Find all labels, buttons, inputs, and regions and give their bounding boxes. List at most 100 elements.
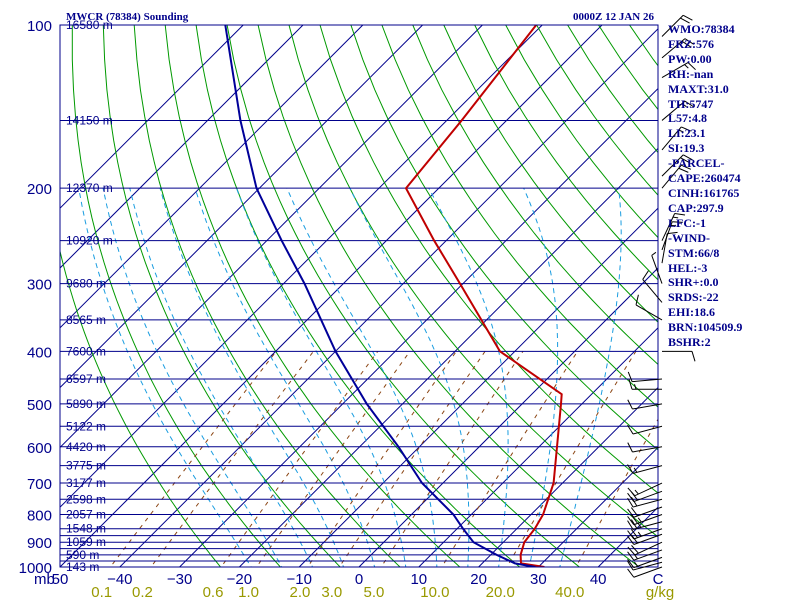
sounding-index-item: FRZ:576	[668, 36, 714, 51]
wind-barb	[627, 464, 663, 474]
sounding-profiles	[224, 25, 563, 567]
height-label: 590 m	[66, 548, 99, 562]
mixing-ratio-label: 20.0	[486, 584, 515, 600]
dry-adiabat-line	[350, 25, 658, 451]
isobar-lines	[60, 24, 658, 568]
dry-adiabat-line	[133, 25, 401, 567]
mixing-ratio-line	[255, 351, 411, 567]
sounding-index-item: EHI:18.6	[668, 305, 716, 320]
moist-adiabats	[78, 187, 622, 567]
height-label: 10920 m	[66, 234, 113, 248]
sounding-index-item: BRN:104509.9	[668, 320, 743, 335]
sounding-index-item: MAXT:31.0	[668, 81, 729, 96]
dry-adiabat-line	[71, 25, 282, 567]
wind-barb	[661, 212, 686, 241]
sounding-index-item: -PARCEL-	[668, 156, 725, 171]
wind-barb	[627, 371, 663, 383]
height-label: 2057 m	[66, 507, 106, 521]
isotherm-line	[60, 25, 423, 389]
moist-adiabat-line	[102, 188, 283, 567]
dry-adiabat-line	[195, 25, 521, 567]
isotherm-line	[60, 25, 483, 449]
moist-adiabat-line	[286, 188, 438, 567]
mixing-ratio-line	[307, 351, 457, 567]
isotherm-line	[418, 327, 658, 567]
mixing-ratio-label: 0.2	[132, 584, 153, 600]
height-label: 1059 m	[66, 535, 106, 549]
sounding-index-item: L57:4.8	[668, 111, 707, 126]
isotherm-line	[358, 267, 658, 567]
wind-barb	[627, 549, 663, 561]
height-label: 9680 m	[66, 277, 106, 291]
height-label: 16580 m	[66, 18, 113, 32]
sounding-index-item: SRDS:-22	[668, 290, 719, 305]
pressure-tick-label: 500	[27, 397, 52, 414]
temperature-tick-label: 10	[410, 571, 427, 588]
dry-adiabat-line	[102, 25, 341, 567]
pressure-tick-label: 900	[27, 535, 52, 552]
wind-barb	[627, 424, 663, 435]
moist-adiabat-line	[236, 188, 407, 567]
isotherm-line	[60, 25, 543, 508]
dry-adiabat-line	[226, 25, 581, 567]
temperature-tick-label: C	[653, 571, 664, 588]
pressure-tick-label: 200	[27, 181, 52, 198]
isotherm-line	[60, 25, 364, 329]
wind-barb	[661, 62, 696, 78]
wind-barb	[661, 126, 692, 151]
sounding-index-item: LFC:-1	[668, 215, 706, 230]
pressure-tick-label: 400	[27, 344, 52, 361]
temperature-tick-label: −10	[286, 571, 311, 588]
height-label: 5890 m	[66, 397, 106, 411]
wind-barb	[628, 379, 662, 390]
isotherm-line	[478, 386, 658, 567]
height-label: 3775 m	[66, 459, 106, 473]
moist-adiabat-line	[349, 187, 470, 567]
mixing-ratio-label: 10.0	[420, 584, 449, 600]
sounding-index-item: WMO:78384	[668, 22, 735, 36]
wind-barb	[627, 541, 663, 556]
height-label: 8565 m	[66, 313, 106, 327]
mixing-ratio-label: 0.1	[91, 584, 112, 600]
wind-barb	[627, 519, 663, 530]
moist-adiabat-line	[159, 188, 345, 567]
wind-barb	[661, 14, 693, 37]
sounding-index-item: -WIND-	[668, 230, 710, 245]
isotherm-lines	[60, 25, 658, 567]
sounding-index-item: PW:0.00	[668, 51, 712, 66]
temperature-tick-label: 50	[52, 571, 69, 588]
mixing-ratio-line	[338, 351, 486, 567]
wind-barb	[627, 566, 663, 578]
mixing-ratio-label: 2.0	[290, 584, 311, 600]
sounding-index-item: RH:-nan	[668, 66, 714, 81]
dry-adiabat-line	[443, 25, 658, 323]
sounding-index-item: CAP:297.9	[668, 200, 724, 215]
sounding-index-item: CAPE:260474	[668, 171, 741, 186]
height-label: 2598 m	[66, 492, 106, 506]
isotherm-line	[538, 446, 658, 567]
pressure-tick-label: 800	[27, 507, 52, 524]
mixing-ratio-line	[575, 418, 658, 567]
sounding-index-item: SHR+:0.0	[668, 275, 719, 290]
pressure-tick-label: 300	[27, 277, 52, 294]
height-label: 3177 m	[66, 476, 106, 490]
wind-barb	[642, 270, 663, 303]
wind-barb	[627, 496, 663, 508]
pressure-tick-label: 600	[27, 440, 52, 457]
dry-adiabats	[60, 25, 658, 567]
sounding-index-item: LI:23.1	[668, 126, 706, 141]
height-label: 6597 m	[66, 372, 106, 386]
wind-barb	[661, 100, 694, 121]
wind-barb	[651, 251, 663, 284]
sounding-index-item: STM:66/8	[668, 245, 720, 260]
mixing-ratio-line	[150, 350, 314, 567]
temperature-tick-label: 40	[590, 571, 607, 588]
sounding-index-item: CINH:161765	[668, 185, 740, 200]
sounding-index-item: HEL:-3	[668, 260, 708, 275]
dry-adiabat-line	[60, 249, 222, 567]
isotherm-line	[60, 25, 304, 269]
height-label: 143 m	[66, 560, 99, 574]
wind-barb	[661, 154, 693, 177]
